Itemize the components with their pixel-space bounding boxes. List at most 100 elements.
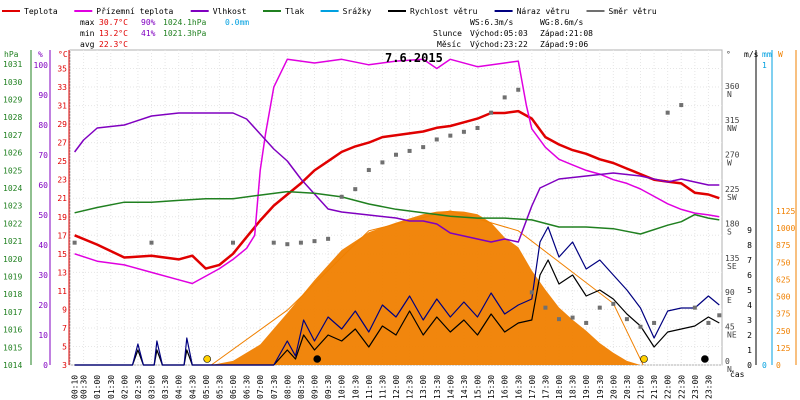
x-tick-label: 15:30 <box>487 375 496 399</box>
series-layer <box>72 58 722 366</box>
dir-compass-label: E <box>727 296 732 305</box>
x-tick-label: 02:00 <box>120 375 129 399</box>
c-tick-label: 35 <box>57 65 67 74</box>
c-tick-label: 21 <box>57 194 67 203</box>
x-tick-label: 03:30 <box>161 375 170 399</box>
dir-compass-label: SW <box>727 193 737 202</box>
series-slune-n-z-en- <box>211 210 641 365</box>
x-tick-label: 23:00 <box>691 375 700 399</box>
hpa-tick-label: 1027 <box>3 131 22 140</box>
x-tick-label: 21:00 <box>637 375 646 399</box>
c-tick-label: 9 <box>62 305 67 314</box>
x-tick-label: 19:30 <box>596 375 605 399</box>
x-tick-label: 15:00 <box>474 375 483 399</box>
stat-max-temp: 30.7°C <box>99 18 128 27</box>
x-tick-label: 12:00 <box>392 375 401 399</box>
axes-layer: 00:10 00:30 01:00 01:30 02:00 02:30 03:00 03:30… <box>3 50 797 399</box>
pct-tick-label: 70 <box>38 151 48 160</box>
series-point-sm-r-v-tru <box>326 236 331 241</box>
marker-moonset <box>313 355 322 363</box>
series-point-sm-r-v-tru <box>448 133 453 138</box>
chart-header: 7.6.2015 <box>385 51 443 65</box>
x-tick-label: 06:30 <box>243 375 252 399</box>
c-tick-label: 31 <box>57 102 67 111</box>
series-point-sm-r-v-tru <box>624 317 629 322</box>
stat-min-press: 1021.3hPa <box>163 29 207 38</box>
series-point-sm-r-v-tru <box>706 320 711 325</box>
series-point-sm-r-v-tru <box>421 145 426 150</box>
x-tick-label: 05:30 <box>215 375 224 399</box>
dir-tick-label: 135 <box>725 254 740 263</box>
hpa-tick-label: 1031 <box>3 60 22 69</box>
axis-title-w: W <box>778 50 783 59</box>
dir-tick-label: 45 <box>725 323 735 332</box>
axis-title-ms: m/s <box>744 50 759 59</box>
series-point-sm-r-v-tru <box>285 242 290 247</box>
hpa-tick-label: 1015 <box>3 343 22 352</box>
w-tick-label: 125 <box>776 344 791 353</box>
dir-compass-label: NW <box>727 124 737 133</box>
series-point-sm-r-v-tru <box>665 110 670 115</box>
x-tick-label: 00:10 <box>71 375 80 399</box>
marker-sunset <box>640 355 648 363</box>
c-tick-label: 23 <box>57 176 67 185</box>
stat-sun-rise: Východ:05:03 <box>470 29 528 38</box>
legend: Teplota Přízemní teplota Vlhkost Tlak Srážky… <box>2 7 657 16</box>
dir-compass-label: NE <box>727 331 737 340</box>
x-tick-label: 05:00 <box>202 375 211 399</box>
hpa-tick-label: 1028 <box>3 113 22 122</box>
series-point-sm-r-v-tru <box>679 103 684 108</box>
x-tick-label: 09:00 <box>311 375 320 399</box>
stat-moon-set: Západ:9:06 <box>540 40 588 49</box>
x-tick-label: 04:00 <box>175 375 184 399</box>
mm-tick-label: 1 <box>762 61 767 70</box>
ms-tick-label: 5 <box>747 286 752 295</box>
ms-tick-label: 4 <box>747 301 752 310</box>
stat-moon-rise: Východ:23:22 <box>470 40 528 49</box>
axis-title-time: čas <box>730 369 745 379</box>
x-tick-label: 17:00 <box>528 375 537 399</box>
w-tick-label: 0 <box>776 361 781 370</box>
hpa-tick-label: 1024 <box>3 184 22 193</box>
c-tick-label: 33 <box>57 83 67 92</box>
dir-compass-label: S <box>727 227 732 236</box>
series-tlak <box>74 190 720 235</box>
marker-sunrise <box>203 355 211 363</box>
legend-label: Teplota <box>24 7 58 16</box>
dir-tick-label: 360 <box>725 82 740 91</box>
series-point-sm-r-v-tru <box>584 320 589 325</box>
c-tick-label: 19 <box>57 213 67 222</box>
stat-ws: WS:6.3m/s <box>470 18 514 27</box>
hpa-tick-label: 1017 <box>3 308 22 317</box>
dir-tick-label: 180 <box>725 219 740 228</box>
stat-max-press: 1024.1hPa <box>163 18 207 27</box>
hpa-tick-label: 1022 <box>3 219 22 228</box>
stat-max-label: max <box>80 18 95 27</box>
dir-compass-label: W <box>727 159 732 168</box>
pct-tick-label: 30 <box>38 271 48 280</box>
series-point-sm-r-v-tru <box>502 95 507 100</box>
ms-tick-label: 2 <box>747 331 752 340</box>
x-tick-label: 22:00 <box>664 375 673 399</box>
c-tick-label: 25 <box>57 157 67 166</box>
dir-compass-label: N <box>727 90 732 99</box>
x-tick-label: 16:30 <box>514 375 523 399</box>
series-point-sm-r-v-tru <box>638 324 643 329</box>
c-tick-label: 11 <box>57 287 67 296</box>
c-tick-label: 5 <box>62 342 67 351</box>
dir-tick-label: 225 <box>725 185 740 194</box>
x-tick-label: 23:30 <box>704 375 713 399</box>
x-tick-label: 13:30 <box>433 375 442 399</box>
pct-tick-label: 0 <box>43 361 48 370</box>
marker-moonrise <box>701 355 709 363</box>
x-tick-label: 18:00 <box>555 375 564 399</box>
x-tick-label: 08:00 <box>283 375 292 399</box>
ms-tick-label: 7 <box>747 256 752 265</box>
series-point-sm-r-v-tru <box>557 317 561 322</box>
dir-compass-label: SE <box>727 262 737 271</box>
series-point-sm-r-v-tru <box>407 148 412 153</box>
series-point-sm-r-v-tru <box>475 125 480 130</box>
x-tick-label: 14:30 <box>460 375 469 399</box>
series-point-sm-r-v-tru <box>394 152 398 157</box>
legend-label: Náraz větru <box>517 7 570 16</box>
